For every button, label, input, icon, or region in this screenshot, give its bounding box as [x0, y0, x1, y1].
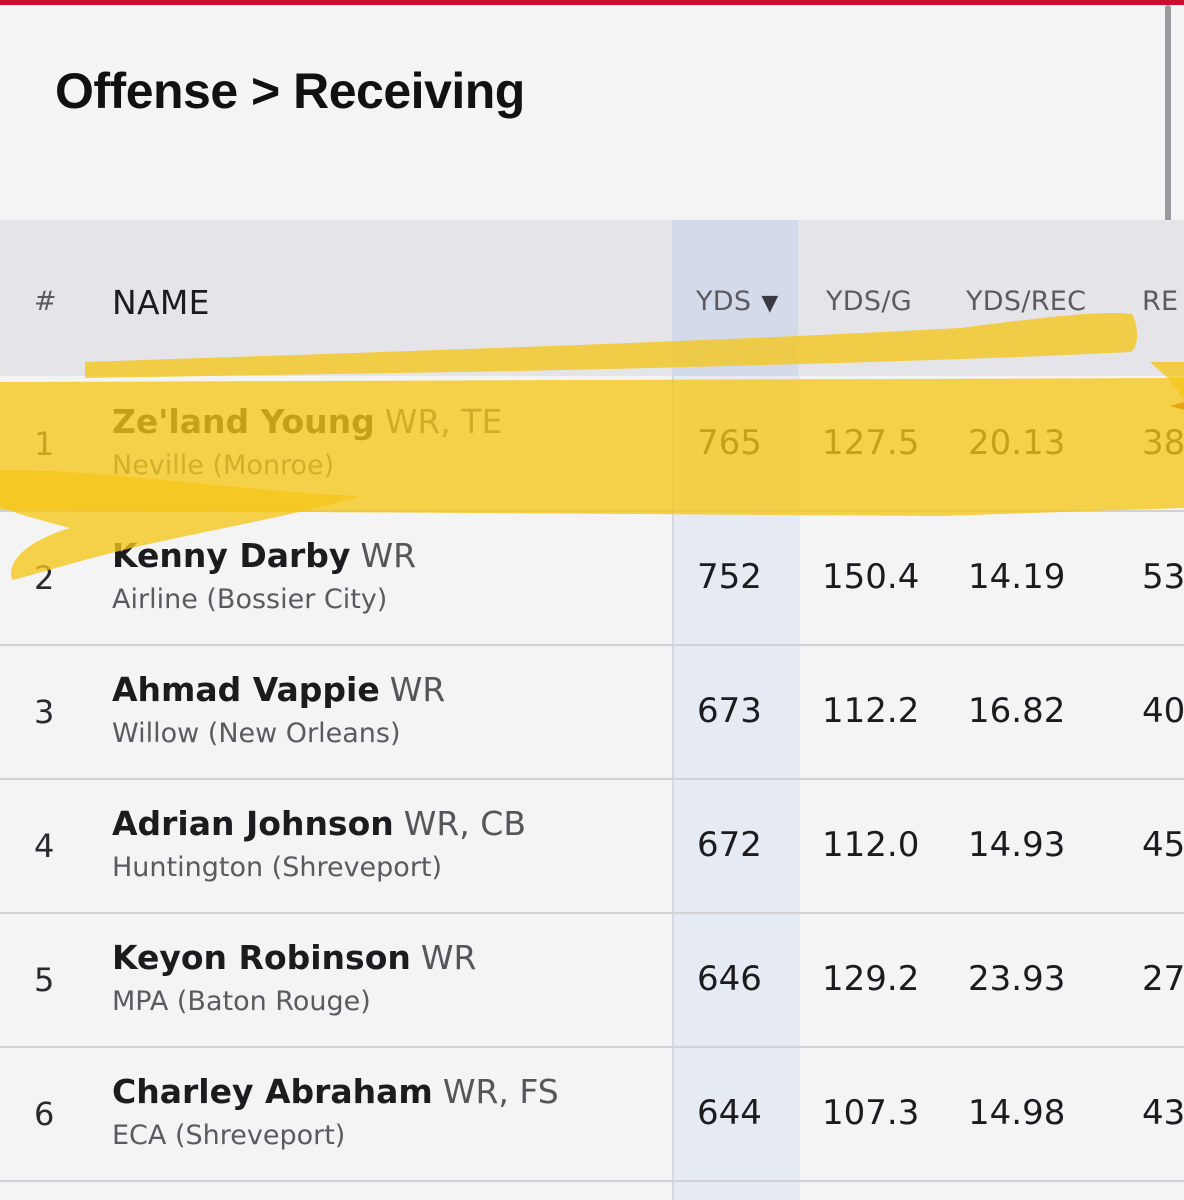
player-name-link[interactable]: Adrian Johnson WR, CB — [112, 804, 526, 843]
player-position: WR, TE — [384, 402, 503, 441]
player-school: MPA (Baton Rouge) — [112, 986, 371, 1017]
player-school: Neville (Monroe) — [112, 450, 335, 481]
player-name-link[interactable]: Ze'land Young WR, TE — [112, 402, 502, 441]
yds-per-rec-value: 23.93 — [968, 959, 1066, 999]
player-name: Adrian Johnson — [112, 804, 394, 843]
player-name-link[interactable]: Kenny Darby WR — [112, 536, 416, 575]
player-position: WR — [389, 670, 446, 709]
table-row[interactable]: 1 Ze'land Young WR, TE Neville (Monroe) 7… — [0, 376, 1184, 512]
yds-per-rec-value: 14.93 — [968, 825, 1066, 865]
rec-value: 27 — [1142, 959, 1184, 999]
player-name-link[interactable]: Keyon Robinson WR — [112, 938, 476, 977]
yds-column-label: YDS — [696, 286, 752, 317]
row-rank: 1 — [34, 425, 55, 463]
player-name: Charley Abraham — [112, 1072, 433, 1111]
yds-per-rec-value: 16.82 — [968, 691, 1066, 731]
player-name-link[interactable]: Charley Abraham WR, FS — [112, 1072, 559, 1111]
player-name: Ahmad Vappie — [112, 670, 380, 709]
player-name: Keyon Robinson — [112, 938, 411, 977]
yds-per-game-value: 107.3 — [822, 1093, 920, 1133]
rec-value: 45 — [1142, 825, 1184, 865]
player-school: Huntington (Shreveport) — [112, 852, 443, 883]
yds-value: 644 — [697, 1093, 762, 1133]
row-rank: 6 — [34, 1095, 55, 1133]
yds-value: 765 — [697, 423, 762, 463]
yds-per-game-value: 112.2 — [822, 691, 920, 731]
yds-per-rec-value: 14.98 — [968, 1093, 1066, 1133]
table-row[interactable]: 5 Keyon Robinson WR MPA (Baton Rouge) 646… — [0, 912, 1184, 1048]
sort-down-icon: ▼ — [761, 291, 779, 316]
player-position: WR, FS — [442, 1072, 559, 1111]
yds-per-rec-column-header[interactable]: YDS/REC — [966, 286, 1087, 317]
player-name: Ze'land Young — [112, 402, 375, 441]
rec-value: 43 — [1142, 1093, 1184, 1133]
player-school: Willow (New Orleans) — [112, 718, 401, 749]
rec-column-header[interactable]: RE — [1142, 286, 1179, 317]
name-column-header[interactable]: NAME — [112, 283, 210, 322]
table-header-row: # NAME YDS ▼ YDS/G YDS/REC RE — [0, 220, 1184, 376]
player-name: Kenny Darby — [112, 536, 351, 575]
yds-per-rec-value: 20.13 — [968, 423, 1066, 463]
yds-per-game-column-header[interactable]: YDS/G — [826, 286, 912, 317]
row-rank: 3 — [34, 693, 55, 731]
yds-per-rec-value: 14.19 — [968, 557, 1066, 597]
receiving-stats-table: # NAME YDS ▼ YDS/G YDS/REC RE 1 Ze'land Y… — [0, 220, 1184, 1200]
row-rank: 2 — [34, 559, 55, 597]
yds-value: 646 — [697, 959, 762, 999]
table-row[interactable]: 2 Kenny Darby WR Airline (Bossier City) 7… — [0, 510, 1184, 646]
player-name-link[interactable]: Ahmad Vappie WR — [112, 670, 445, 709]
yds-per-game-value: 129.2 — [822, 959, 920, 999]
table-row[interactable]: 4 Adrian Johnson WR, CB Huntington (Shrev… — [0, 778, 1184, 914]
rank-column-header[interactable]: # — [34, 286, 57, 317]
player-school: Airline (Bossier City) — [112, 584, 388, 615]
yds-value: 672 — [697, 825, 762, 865]
top-accent-bar — [0, 0, 1184, 5]
page-scrollbar[interactable] — [1165, 5, 1171, 230]
table-row[interactable]: 6 Charley Abraham WR, FS ECA (Shreveport)… — [0, 1046, 1184, 1182]
yds-per-game-value: 150.4 — [822, 557, 920, 597]
rec-value: 38 — [1142, 423, 1184, 463]
yds-per-game-value: 112.0 — [822, 825, 920, 865]
player-position: WR — [420, 938, 477, 977]
rec-value: 53 — [1142, 557, 1184, 597]
rec-value: 40 — [1142, 691, 1184, 731]
page-title: Offense > Receiving — [55, 63, 525, 119]
row-rank: 5 — [34, 961, 55, 999]
table-row[interactable]: 3 Ahmad Vappie WR Willow (New Orleans) 67… — [0, 644, 1184, 780]
yds-value: 752 — [697, 557, 762, 597]
player-position: WR, CB — [403, 804, 526, 843]
yds-per-game-value: 127.5 — [822, 423, 920, 463]
player-position: WR — [360, 536, 416, 575]
player-school: ECA (Shreveport) — [112, 1120, 346, 1151]
yds-column-header[interactable]: YDS ▼ — [696, 286, 779, 317]
row-rank: 4 — [34, 827, 55, 865]
yds-value: 673 — [697, 691, 762, 731]
